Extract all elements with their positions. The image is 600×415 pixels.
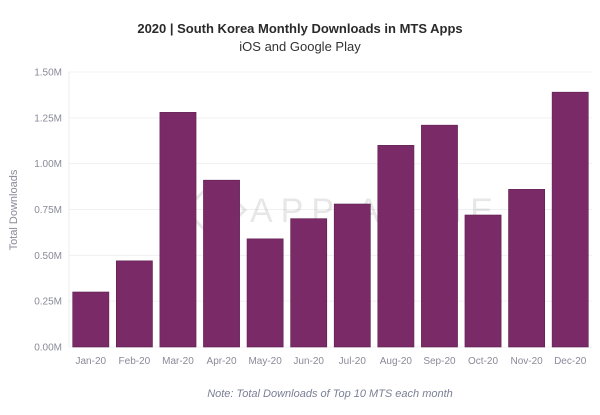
svg-text:APP ANNIE: APP ANNIE xyxy=(250,192,501,230)
x-tick-label: Apr-20 xyxy=(207,356,237,367)
bar-Feb-20 xyxy=(115,260,153,348)
bar-Aug-20 xyxy=(377,145,415,348)
x-tick-label: Dec-20 xyxy=(554,356,587,367)
bar-Apr-20 xyxy=(203,179,240,348)
bar-Jul-20 xyxy=(333,203,371,348)
bar-Sep-20 xyxy=(421,124,458,348)
bar-May-20 xyxy=(246,238,284,348)
x-tick-label: Mar-20 xyxy=(162,356,194,367)
bar-Jun-20 xyxy=(290,218,328,348)
bar-Mar-20 xyxy=(159,112,197,348)
x-tick-label: Jun-20 xyxy=(293,356,324,367)
y-tick-label: 0.50M xyxy=(34,251,62,262)
x-tick-label: Feb-20 xyxy=(119,356,151,367)
chart-title: 2020 | South Korea Monthly Downloads in … xyxy=(137,21,463,36)
x-tick-label: Nov-20 xyxy=(511,356,544,367)
x-tick-label: Oct-20 xyxy=(468,356,498,367)
x-tick-label: May-20 xyxy=(248,356,282,367)
x-tick-label: Aug-20 xyxy=(380,356,413,367)
y-tick-label: 0.75M xyxy=(34,205,62,216)
bar-Dec-20 xyxy=(551,91,589,348)
x-tick-label: Jan-20 xyxy=(76,356,107,367)
x-tick-label: Jul-20 xyxy=(339,356,367,367)
y-tick-label: 0.00M xyxy=(34,343,62,354)
y-tick-label: 1.25M xyxy=(34,113,62,124)
chart-subtitle: iOS and Google Play xyxy=(239,39,361,54)
y-tick-label: 0.25M xyxy=(34,297,62,308)
y-axis-label: Total Downloads xyxy=(8,169,20,250)
x-tick-label: Sep-20 xyxy=(423,356,456,367)
bar-Jan-20 xyxy=(72,291,110,348)
y-tick-label: 1.00M xyxy=(34,159,62,170)
bar-Nov-20 xyxy=(508,189,546,348)
bar-Oct-20 xyxy=(464,214,502,348)
y-tick-label: 1.50M xyxy=(34,68,62,79)
chart-note: Note: Total Downloads of Top 10 MTS each… xyxy=(207,388,453,400)
